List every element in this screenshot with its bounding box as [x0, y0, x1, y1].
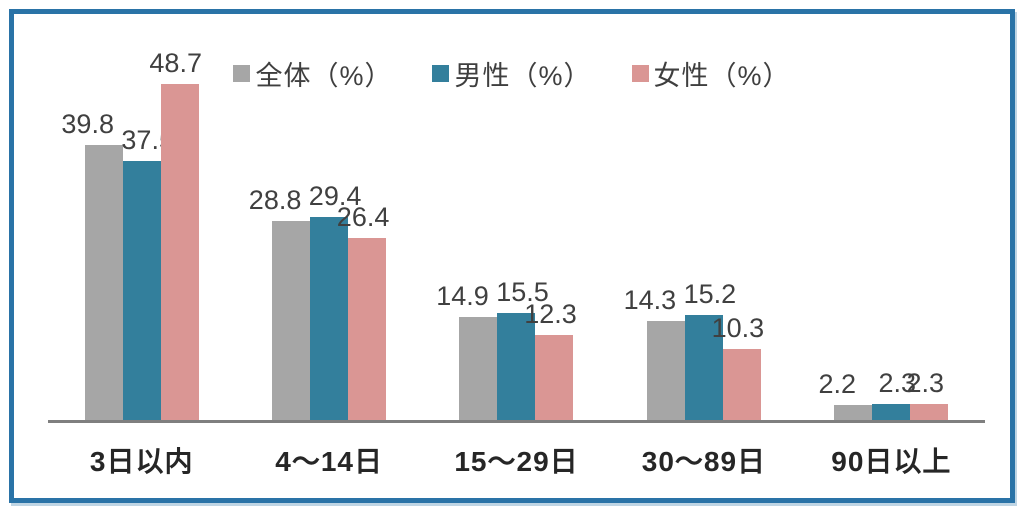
bar-value-label: 10.3	[711, 313, 765, 343]
bar-value-label: 14.3	[623, 285, 677, 315]
bar-value-label: 2.3	[878, 368, 917, 398]
bar-slot: 2.3	[872, 368, 916, 420]
bar	[910, 404, 949, 420]
legend-item: 男性（%）	[432, 54, 591, 93]
x-axis-label: 15～29日	[454, 446, 579, 477]
bar	[272, 221, 311, 420]
legend-label: 女性（%）	[653, 61, 791, 91]
bar-slot: 14.9	[436, 281, 498, 420]
bar	[684, 315, 723, 420]
bar-value-label: 12.3	[524, 299, 577, 329]
bar-value-label: 29.4	[308, 181, 362, 211]
legend: 全体（%） 男性（%） 女性（%）	[14, 54, 1010, 93]
bar-group: 28.8 29.4 26.4	[249, 181, 389, 420]
bar	[84, 145, 123, 420]
bar-slot: 29.4	[309, 181, 361, 420]
x-axis-label: 30～89日	[641, 446, 767, 477]
plot-area: 39.8 37.5 48.7 28.8 29.4 26.4 14.9 15.5 12.3 14.3…	[48, 14, 985, 423]
bar-slot: 2.3	[906, 368, 949, 420]
bar-slot: 12.3	[524, 299, 577, 420]
bar	[722, 349, 761, 420]
bar	[459, 317, 498, 420]
bar	[872, 404, 911, 420]
bar-group: 39.8 37.5 48.7	[61, 48, 202, 420]
bar-slot: 48.7	[149, 48, 202, 420]
bar-slot: 10.3	[712, 313, 764, 420]
bar-value-label: 2.2	[818, 369, 857, 399]
x-axis-label: 3日以内	[89, 446, 194, 477]
bar	[310, 217, 349, 420]
legend-label: 男性（%）	[454, 61, 592, 91]
legend-swatch-icon	[432, 65, 450, 82]
bar-group: 2.2 2.3 2.3	[818, 368, 949, 420]
chart-frame: 全体（%） 男性（%） 女性（%） 39.8 37.5 48.7 28.8 29.4 26.4…	[9, 9, 1015, 503]
bar-group: 14.3 15.2 10.3	[624, 279, 764, 420]
bar-value-label: 26.4	[336, 202, 390, 232]
bar-slot: 28.8	[249, 185, 311, 420]
bar-slot: 26.4	[337, 202, 389, 420]
bar-slot: 37.5	[121, 125, 174, 420]
bar	[497, 313, 536, 420]
bar	[535, 335, 574, 420]
legend-swatch-icon	[233, 65, 251, 82]
x-axis-label: 90日以上	[831, 446, 952, 477]
bar	[160, 84, 199, 420]
bar-groups: 39.8 37.5 48.7 28.8 29.4 26.4 14.9 15.5 12.3 14.3…	[48, 14, 985, 420]
bar	[348, 238, 387, 420]
bar-value-label: 14.9	[436, 281, 489, 311]
bar-value-label: 48.7	[149, 48, 202, 78]
bar-value-label: 28.8	[248, 185, 302, 215]
legend-item: 女性（%）	[631, 54, 791, 93]
bar-value-label: 39.8	[61, 109, 114, 139]
bar-slot: 15.5	[496, 277, 549, 420]
bar	[834, 405, 873, 420]
bar-slot: 14.3	[624, 285, 685, 420]
bar-group: 14.9 15.5 12.3	[436, 277, 577, 420]
legend-swatch-icon	[631, 65, 649, 82]
bar-value-label: 15.2	[683, 279, 737, 309]
bar-slot: 2.2	[818, 369, 873, 420]
bar	[646, 321, 685, 420]
bar	[122, 161, 161, 420]
bar-slot: 39.8	[61, 109, 123, 420]
bar-slot: 15.2	[684, 279, 736, 420]
legend-item: 全体（%）	[233, 54, 392, 93]
legend-label: 全体（%）	[255, 61, 393, 91]
x-axis-labels: 3日以内 4～14日 15～29日 30～89日 90日以上	[48, 440, 985, 480]
x-axis-line	[48, 420, 985, 423]
x-axis-label: 4～14日	[275, 446, 383, 477]
bar-value-label: 2.3	[906, 368, 945, 398]
bar-value-label: 15.5	[496, 277, 549, 307]
